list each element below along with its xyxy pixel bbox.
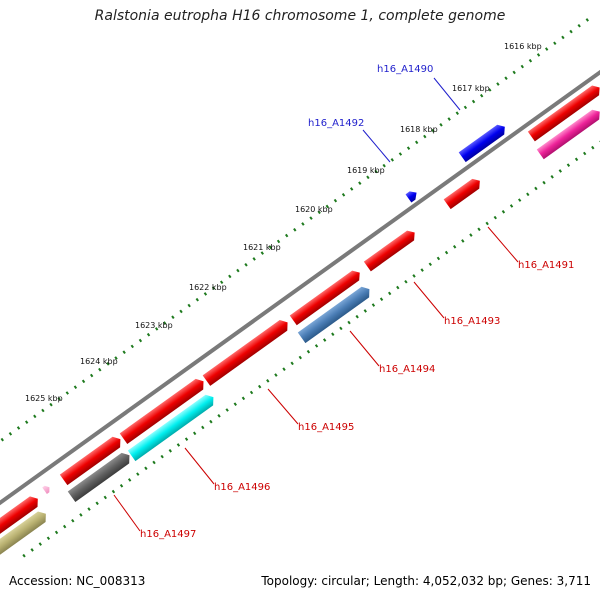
kbp-label: 1622 kbp bbox=[189, 283, 227, 292]
label-layer: 1616 kbp 1617 kbp 1618 kbp 1619 kbp 1620 kbp… bbox=[25, 42, 574, 540]
gene-label: h16_A1495 bbox=[298, 422, 354, 433]
gene-h16-a1493[interactable] bbox=[363, 228, 418, 272]
gene-h16-a1497[interactable] bbox=[67, 450, 133, 503]
gene-red-edge[interactable] bbox=[0, 493, 42, 535]
gene-olive-edge[interactable] bbox=[0, 509, 50, 556]
gene-label: h16_A1491 bbox=[518, 260, 574, 271]
label-leader-line bbox=[113, 494, 141, 532]
kbp-label: 1621 kbp bbox=[243, 243, 281, 252]
summary-text: Topology: circular; Length: 4,052,032 bp… bbox=[261, 574, 591, 588]
gene-h16-a1496[interactable] bbox=[127, 392, 217, 462]
gene-red-mid[interactable] bbox=[289, 268, 363, 326]
label-leader-line bbox=[413, 281, 445, 319]
label-leader-line bbox=[433, 77, 461, 111]
label-leader-line bbox=[267, 388, 299, 425]
gene-pink-small[interactable] bbox=[42, 484, 52, 494]
map-title: Ralstonia eutropha H16 chromosome 1, com… bbox=[94, 8, 506, 24]
backbone-layer bbox=[0, 69, 600, 506]
kbp-label: 1620 kbp bbox=[295, 205, 333, 214]
kbp-label: 1617 kbp bbox=[452, 84, 490, 93]
label-leader-line bbox=[184, 447, 215, 485]
gene-h16-a1494[interactable] bbox=[297, 284, 373, 344]
kbp-label: 1619 kbp bbox=[347, 166, 385, 175]
label-leader-line bbox=[349, 330, 380, 367]
kbp-label: 1616 kbp bbox=[504, 42, 542, 51]
gene-label: h16_A1493 bbox=[444, 316, 500, 327]
gene-h16-a1492[interactable] bbox=[405, 189, 420, 203]
kbp-label: 1625 kbp bbox=[25, 394, 63, 403]
gene-label: h16_A1490 bbox=[377, 64, 433, 75]
gene-red-top[interactable] bbox=[527, 83, 600, 142]
gene-magenta-top[interactable] bbox=[536, 107, 600, 160]
kbp-label: 1618 kbp bbox=[400, 125, 438, 134]
kbp-label: 1623 kbp bbox=[135, 321, 173, 330]
gene-h16-a1495[interactable] bbox=[202, 317, 292, 386]
gene-h16-a1490[interactable] bbox=[458, 122, 509, 163]
gene-label: h16_A1494 bbox=[379, 364, 435, 375]
gene-label: h16_A1497 bbox=[140, 529, 196, 540]
kbp-label: 1624 kbp bbox=[80, 357, 118, 366]
gene-red-low[interactable] bbox=[59, 434, 124, 486]
accession-text: Accession: NC_008313 bbox=[9, 574, 146, 588]
label-leader-line bbox=[487, 226, 519, 263]
gene-label: h16_A1492 bbox=[308, 118, 364, 129]
label-leader-line bbox=[362, 129, 391, 163]
gene-label: h16_A1496 bbox=[214, 482, 270, 493]
gene-h16-a1491[interactable] bbox=[443, 176, 484, 210]
genome-backbone bbox=[0, 69, 600, 506]
gene-layer[interactable] bbox=[0, 83, 600, 556]
gene-red-lower[interactable] bbox=[119, 376, 208, 444]
